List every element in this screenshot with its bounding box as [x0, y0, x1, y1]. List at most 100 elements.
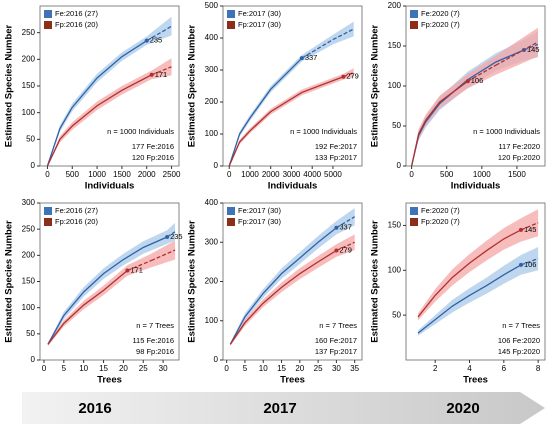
confidence-band — [47, 16, 172, 166]
confidence-band — [47, 222, 176, 346]
point-label: 337 — [339, 223, 352, 232]
x-axis-label: Individuals — [85, 181, 135, 192]
y-tick-label: 0 — [214, 161, 219, 170]
x-tick-label: 3000 — [283, 170, 301, 179]
legend-swatch — [44, 218, 52, 226]
rarefaction-line — [417, 264, 522, 334]
x-tick-label: 35 — [350, 364, 359, 373]
x-tick-label: 0 — [42, 364, 47, 373]
observed-point — [465, 79, 470, 84]
y-tick-label: 100 — [388, 265, 402, 274]
x-tick-label: 0 — [45, 170, 50, 179]
legend-label: Fe:2020 (7) — [421, 206, 460, 215]
extrapolation-link — [151, 66, 172, 76]
confidence-band — [47, 58, 172, 167]
annotation: n = 7 Trees — [502, 321, 540, 330]
x-tick-label: 10 — [79, 364, 88, 373]
y-tick-label: 300 — [205, 237, 219, 246]
legend-label: Fe:2017 (30) — [238, 9, 281, 18]
annotation: n = 1000 Individuals — [290, 127, 357, 136]
observed-point — [149, 72, 154, 77]
observed-point — [341, 74, 346, 79]
y-tick-label: 400 — [205, 33, 219, 42]
point-label: 145 — [524, 225, 537, 234]
x-tick-label: 30 — [159, 364, 168, 373]
legend-label: Fp:2016 (20) — [55, 217, 98, 226]
observed-point — [299, 56, 304, 61]
x-tick-label: 4 — [467, 364, 472, 373]
y-tick-label: 100 — [388, 81, 402, 90]
annotation: 115 Fe:2016 — [132, 336, 174, 345]
extrapolation-link — [523, 43, 539, 51]
x-tick-label: 6 — [502, 364, 507, 373]
extrapolation-line — [332, 28, 354, 41]
y-tick-label: 100 — [22, 108, 36, 117]
x-tick-label: 5 — [62, 364, 67, 373]
x-tick-label: 2 — [433, 364, 438, 373]
rarefaction-line — [46, 74, 152, 167]
y-tick-label: 200 — [22, 54, 36, 63]
annotation: 160 Fe:2017 — [315, 336, 357, 345]
x-tick-label: 1000 — [473, 170, 491, 179]
annotation: n = 1000 Individuals — [473, 127, 540, 136]
y-axis-label: Estimated Species Number — [4, 220, 15, 343]
x-tick-label: 0 — [409, 170, 414, 179]
x-axis-label: Individuals — [268, 181, 318, 192]
y-axis-label: Estimated Species Number — [187, 24, 198, 147]
observed-point — [144, 38, 149, 43]
confidence-band — [418, 246, 539, 336]
confidence-band — [230, 234, 355, 346]
y-tick-label: 0 — [214, 355, 219, 364]
y-tick-label: 100 — [205, 129, 219, 138]
x-tick-label: 20 — [295, 364, 304, 373]
annotation: 120 Fp:2020 — [498, 153, 540, 162]
legend-swatch — [410, 207, 418, 215]
observed-point — [518, 227, 523, 232]
extrapolation-link — [336, 216, 356, 229]
legend-swatch — [44, 207, 52, 215]
y-tick-label: 500 — [205, 1, 219, 10]
y-tick-label: 150 — [388, 221, 402, 230]
point-label: 171 — [130, 265, 143, 274]
year-label: 2017 — [263, 400, 296, 417]
x-axis-label: Trees — [97, 375, 122, 386]
legend-label: Fe:2020 (7) — [421, 9, 460, 18]
y-tick-label: 150 — [22, 277, 36, 286]
legend-label: Fp:2016 (20) — [55, 20, 98, 29]
annotation: 137 Fp:2017 — [315, 347, 357, 356]
confidence-band — [230, 208, 355, 346]
rarefaction-line — [228, 57, 303, 167]
annotation: 133 Fp:2017 — [315, 153, 357, 162]
y-tick-label: 250 — [22, 224, 36, 233]
x-tick-label: 500 — [66, 170, 80, 179]
legend-swatch — [410, 21, 418, 29]
x-tick-label: 30 — [332, 364, 341, 373]
x-tick-label: 15 — [277, 364, 286, 373]
annotation: 98 Fp:2016 — [136, 347, 174, 356]
annotation: n = 1000 Individuals — [107, 127, 174, 136]
x-axis-label: Trees — [463, 375, 488, 386]
y-tick-label: 50 — [26, 134, 35, 143]
annotation: 177 Fe:2016 — [132, 142, 174, 151]
legend-label: Fe:2017 (30) — [238, 206, 281, 215]
x-tick-label: 1500 — [113, 170, 131, 179]
rarefaction-line — [228, 76, 344, 167]
confidence-band — [411, 27, 538, 166]
x-tick-label: 1000 — [241, 170, 259, 179]
x-tick-label: 0 — [224, 364, 229, 373]
extrapolation-link — [301, 39, 334, 59]
rarefaction-line — [46, 40, 148, 167]
legend-label: Fp:2017 (30) — [238, 217, 281, 226]
legend-swatch — [410, 218, 418, 226]
annotation: n = 7 Trees — [319, 321, 357, 330]
legend-label: Fp:2020 (7) — [421, 20, 460, 29]
legend-swatch — [227, 218, 235, 226]
y-tick-label: 0 — [31, 355, 36, 364]
y-tick-label: 200 — [205, 277, 219, 286]
x-tick-label: 2000 — [262, 170, 280, 179]
point-label: 106 — [471, 76, 484, 85]
y-tick-label: 300 — [205, 65, 219, 74]
timeline-arrow — [22, 392, 545, 424]
point-label: 279 — [339, 245, 352, 254]
